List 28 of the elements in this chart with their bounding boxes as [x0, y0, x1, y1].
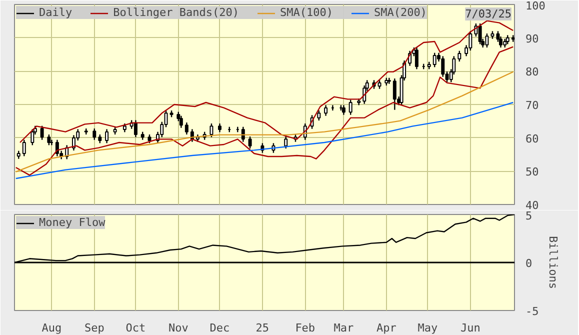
x-tick-label: Jun: [460, 322, 480, 334]
y-tick-label: 50: [526, 166, 539, 179]
x-tick-label: Feb: [295, 322, 316, 334]
y-tick-label: 5: [526, 210, 532, 222]
y-tick-label: 70: [526, 99, 539, 112]
y-tick-label: 60: [526, 132, 539, 146]
x-tick-label: Aug: [42, 322, 62, 334]
x-tick-label: Dec: [210, 322, 230, 334]
chart-title: Daily: [39, 6, 72, 19]
legend-label: SMA(100): [280, 6, 333, 19]
y-tick-label: 0: [526, 257, 532, 270]
y-tick-label: 40: [526, 199, 539, 212]
y-tick-label: 90: [526, 32, 539, 46]
x-tick-label: Apr: [376, 322, 397, 334]
legend-label: SMA(200): [374, 6, 427, 19]
y-axis-title: Billions: [546, 236, 560, 289]
y-tick-label: 80: [526, 66, 539, 79]
x-tick-label: Mar: [334, 322, 354, 334]
x-tick-label: 25: [256, 322, 270, 334]
x-tick-label: Oct: [126, 322, 146, 334]
x-tick-label: May: [418, 322, 438, 334]
legend-label: Money Flow: [39, 216, 106, 229]
y-tick-label: 100: [526, 0, 546, 12]
legend-label: Bollinger Bands(20): [113, 6, 239, 19]
x-tick-label: Nov: [168, 322, 189, 334]
y-tick-label: -5: [526, 305, 539, 318]
x-tick-label: Sep: [84, 322, 104, 334]
annotation: 7/03/25: [465, 8, 512, 20]
